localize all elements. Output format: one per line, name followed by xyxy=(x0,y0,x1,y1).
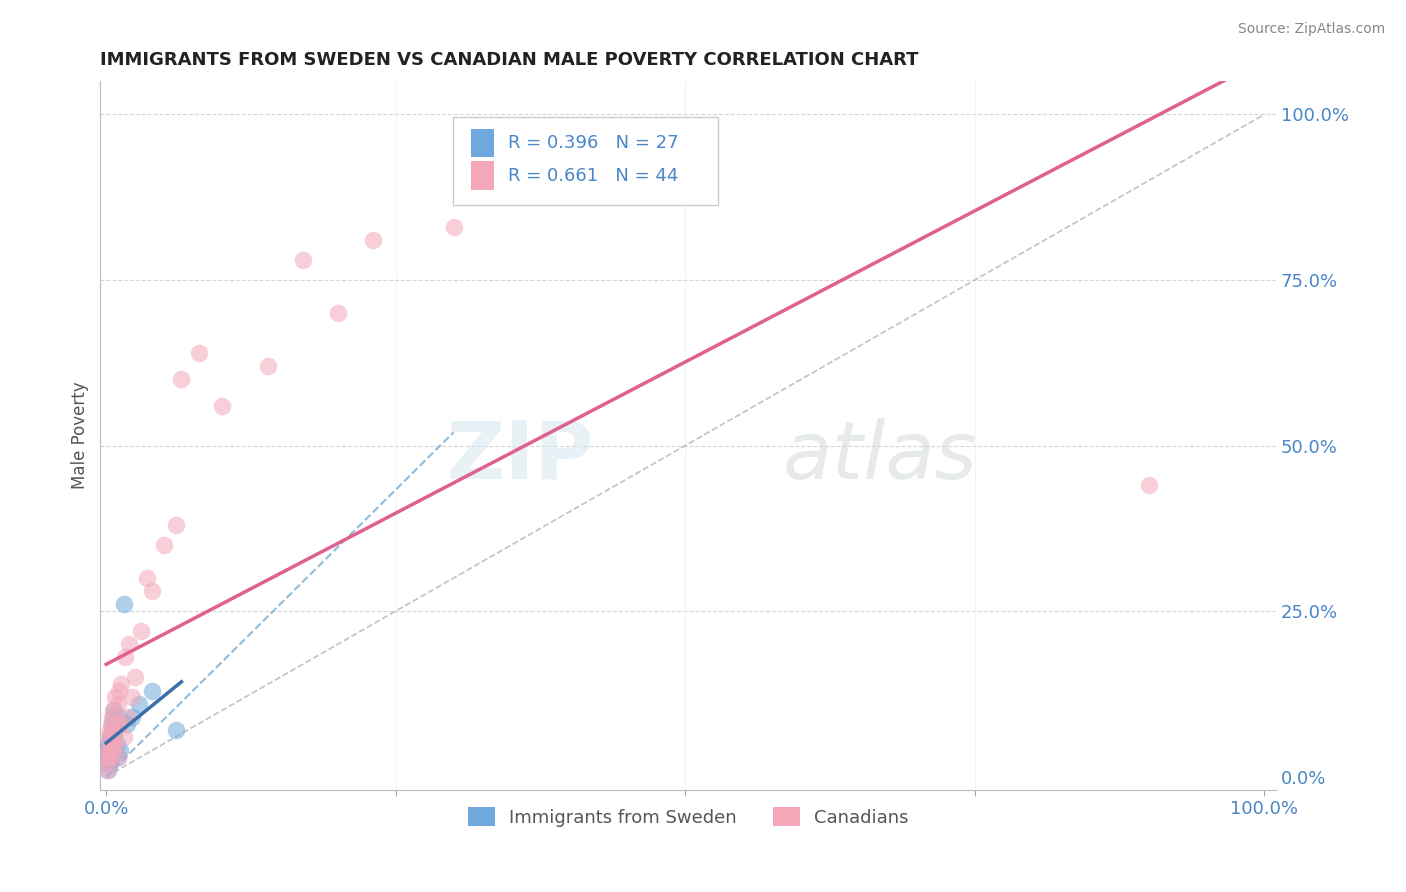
Point xyxy=(118,637,141,651)
Point xyxy=(100,743,122,757)
Point xyxy=(257,359,280,373)
Point xyxy=(326,306,349,320)
Point xyxy=(112,598,135,612)
Point xyxy=(98,756,121,771)
Point xyxy=(96,749,118,764)
Point xyxy=(96,763,118,777)
Point xyxy=(165,723,187,738)
Point xyxy=(1137,478,1160,492)
Point xyxy=(107,697,129,711)
Point xyxy=(98,749,121,764)
Point xyxy=(97,749,120,764)
Point xyxy=(110,677,132,691)
Point xyxy=(97,743,120,757)
Point xyxy=(108,710,131,724)
FancyBboxPatch shape xyxy=(471,128,494,157)
Point xyxy=(96,756,118,771)
Point xyxy=(115,710,138,724)
Point xyxy=(103,730,125,744)
Point xyxy=(443,220,465,235)
Point xyxy=(100,737,122,751)
Text: IMMIGRANTS FROM SWEDEN VS CANADIAN MALE POVERTY CORRELATION CHART: IMMIGRANTS FROM SWEDEN VS CANADIAN MALE … xyxy=(100,51,920,69)
Legend: Immigrants from Sweden, Canadians: Immigrants from Sweden, Canadians xyxy=(460,800,917,834)
Point xyxy=(153,538,176,552)
Point xyxy=(101,743,124,757)
Point xyxy=(141,584,163,599)
Point xyxy=(104,737,127,751)
Point xyxy=(170,372,193,386)
Point xyxy=(103,703,125,717)
Point xyxy=(361,233,384,247)
FancyBboxPatch shape xyxy=(453,117,717,205)
Point xyxy=(104,690,127,705)
Point xyxy=(108,683,131,698)
Point xyxy=(105,716,128,731)
Point xyxy=(108,716,131,731)
Point xyxy=(187,346,209,360)
Point xyxy=(97,763,120,777)
Point xyxy=(112,730,135,744)
Point xyxy=(121,690,143,705)
Point xyxy=(103,730,125,744)
Point xyxy=(114,650,136,665)
Point xyxy=(292,253,315,268)
Point xyxy=(101,723,124,738)
Point xyxy=(96,743,118,757)
Point xyxy=(101,710,124,724)
Point xyxy=(105,737,128,751)
Point xyxy=(98,743,121,757)
Point xyxy=(100,749,122,764)
Point xyxy=(101,743,124,757)
Point xyxy=(101,710,124,724)
Point xyxy=(141,683,163,698)
Point xyxy=(104,723,127,738)
Point xyxy=(108,743,131,757)
Point xyxy=(115,716,138,731)
Point xyxy=(101,737,124,751)
Point xyxy=(135,571,157,585)
Point xyxy=(101,703,124,717)
Point xyxy=(121,710,143,724)
FancyBboxPatch shape xyxy=(471,161,494,190)
Point xyxy=(101,737,124,751)
Text: R = 0.396   N = 27: R = 0.396 N = 27 xyxy=(509,134,679,152)
Point xyxy=(211,399,233,413)
Point xyxy=(107,749,129,764)
Point xyxy=(129,624,152,638)
Point xyxy=(98,737,121,751)
Point xyxy=(128,697,150,711)
Point xyxy=(97,730,120,744)
Text: atlas: atlas xyxy=(782,417,977,496)
Point xyxy=(124,670,146,684)
Text: ZIP: ZIP xyxy=(447,417,595,496)
Text: Source: ZipAtlas.com: Source: ZipAtlas.com xyxy=(1237,22,1385,37)
Point xyxy=(98,723,121,738)
Point xyxy=(101,716,124,731)
Point xyxy=(100,716,122,731)
Point xyxy=(97,737,120,751)
Point xyxy=(97,756,120,771)
Point xyxy=(107,749,129,764)
Point xyxy=(98,730,121,744)
Y-axis label: Male Poverty: Male Poverty xyxy=(72,382,89,490)
Text: R = 0.661   N = 44: R = 0.661 N = 44 xyxy=(509,167,679,185)
Point xyxy=(165,518,187,533)
